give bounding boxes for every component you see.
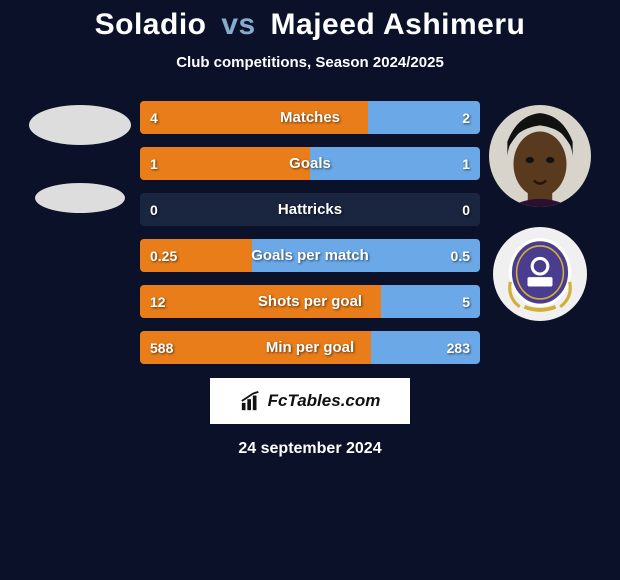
stats-bars-column: 4 2 Matches 1 1 Goals 0 0 Hattricks 0.25 0.5 Goals …	[140, 101, 480, 364]
stat-value-right: 283	[447, 340, 470, 356]
stat-value-left: 4	[150, 110, 158, 126]
bar-right	[310, 147, 480, 180]
left-avatars-column	[20, 101, 140, 213]
vs-text: vs	[221, 8, 255, 41]
club-left-badge-placeholder	[35, 183, 125, 213]
stat-row: 1 1 Goals	[140, 147, 480, 180]
subtitle: Club competitions, Season 2024/2025	[176, 54, 444, 71]
page-title: Soladio vs Majeed Ashimeru	[95, 8, 526, 42]
stat-row: 588 283 Min per goal	[140, 331, 480, 364]
player-right-avatar	[489, 105, 591, 207]
source-brand-text: FcTables.com	[268, 391, 381, 411]
stat-label: Shots per goal	[258, 293, 362, 310]
stat-row: 0.25 0.5 Goals per match	[140, 239, 480, 272]
chart-icon	[240, 390, 262, 412]
stat-value-right: 1	[462, 156, 470, 172]
date-text: 24 september 2024	[238, 440, 381, 458]
stat-row: 4 2 Matches	[140, 101, 480, 134]
stat-label: Goals per match	[251, 247, 369, 264]
stat-value-left: 12	[150, 294, 166, 310]
stat-value-right: 2	[462, 110, 470, 126]
player-right-name: Majeed Ashimeru	[271, 8, 526, 41]
stat-value-left: 1	[150, 156, 158, 172]
stat-value-left: 0	[150, 202, 158, 218]
stat-value-left: 588	[150, 340, 173, 356]
right-avatars-column	[480, 101, 600, 321]
club-crest-icon	[501, 235, 579, 313]
stat-label: Matches	[280, 109, 340, 126]
stat-value-right: 0	[462, 202, 470, 218]
bar-left	[140, 147, 310, 180]
stat-value-right: 0.5	[451, 248, 470, 264]
stat-row: 12 5 Shots per goal	[140, 285, 480, 318]
stat-label: Min per goal	[266, 339, 354, 356]
stat-label: Hattricks	[278, 201, 342, 218]
stat-value-left: 0.25	[150, 248, 177, 264]
stats-area: 4 2 Matches 1 1 Goals 0 0 Hattricks 0.25 0.5 Goals …	[0, 101, 620, 364]
player-left-name: Soladio	[95, 8, 207, 41]
player-left-avatar-placeholder	[29, 105, 131, 145]
stat-value-right: 5	[462, 294, 470, 310]
stat-label: Goals	[289, 155, 331, 172]
comparison-infographic: Soladio vs Majeed Ashimeru Club competit…	[0, 0, 620, 580]
player-head-icon	[489, 105, 591, 207]
source-badge: FcTables.com	[210, 378, 410, 424]
stat-row: 0 0 Hattricks	[140, 193, 480, 226]
club-right-badge	[493, 227, 587, 321]
